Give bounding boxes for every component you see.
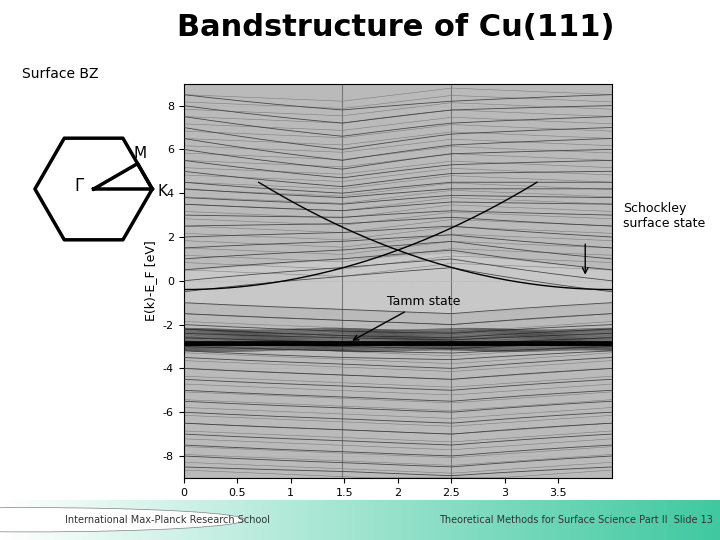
Text: Surface BZ: Surface BZ [22, 68, 98, 82]
Circle shape [0, 508, 245, 532]
Text: Γ: Γ [608, 507, 616, 519]
Text: M: M [337, 507, 348, 519]
Text: Theoretical Methods for Surface Science Part II  Slide 13: Theoretical Methods for Surface Science … [439, 515, 713, 525]
Text: International Max-Planck Research School: International Max-Planck Research School [65, 515, 270, 525]
Text: K: K [158, 185, 168, 199]
Text: Γ: Γ [74, 177, 84, 195]
Text: K: K [447, 507, 456, 519]
Text: k[Å⁻¹]: k[Å⁻¹] [378, 517, 415, 530]
Text: Schockley
surface state: Schockley surface state [623, 202, 705, 230]
Y-axis label: E(k)-E_F [eV]: E(k)-E_F [eV] [144, 240, 157, 321]
Text: Bandstructure of Cu(111): Bandstructure of Cu(111) [177, 14, 615, 43]
Text: Tamm state: Tamm state [354, 295, 461, 340]
Text: M: M [134, 146, 147, 160]
Text: Γ: Γ [180, 507, 187, 519]
